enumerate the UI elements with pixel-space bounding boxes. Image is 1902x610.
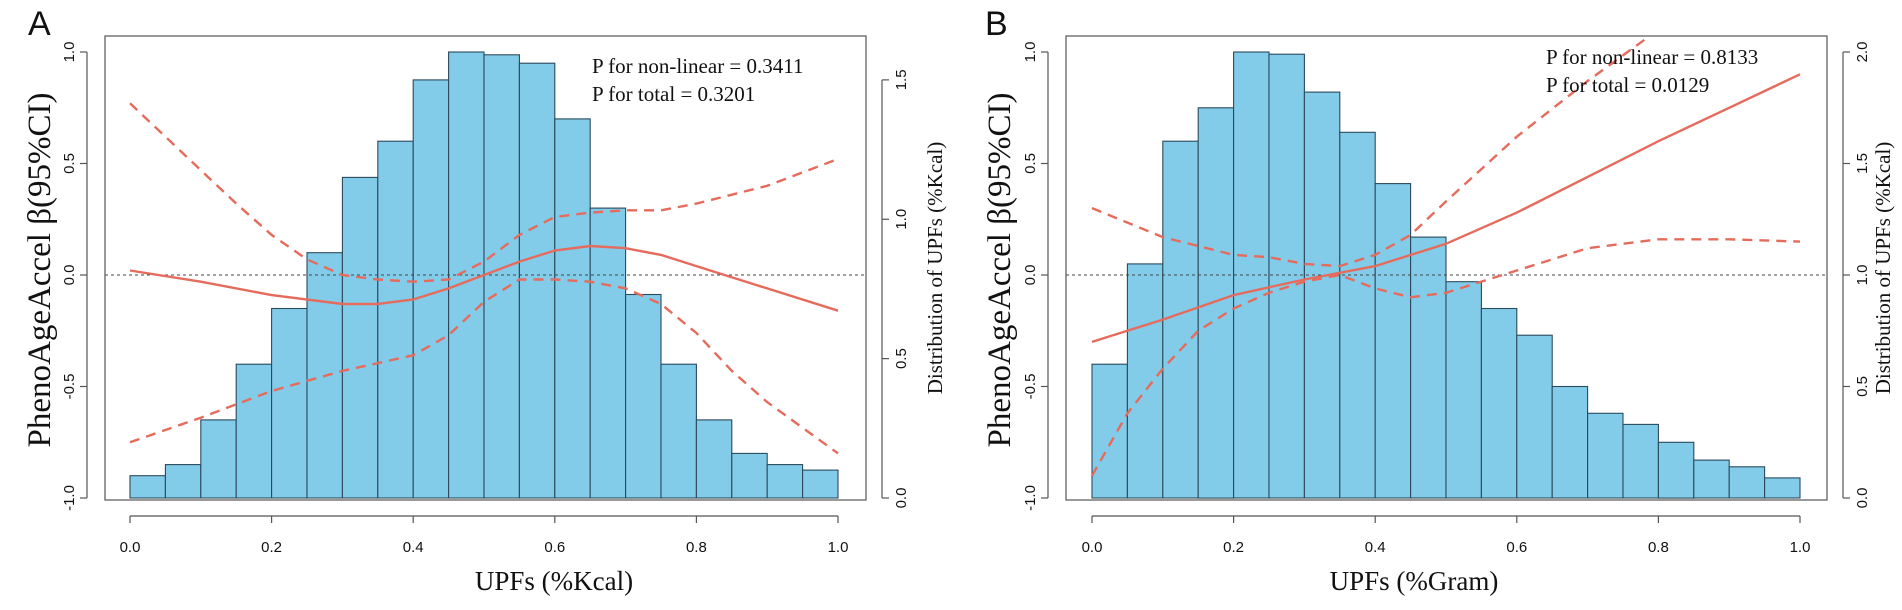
panel-a-y2-tick-label: 0.5 — [893, 348, 910, 369]
panel-a-histogram-bar — [164, 464, 202, 499]
panel-a-x-axis-label: UPFs (%Kcal) — [475, 566, 633, 596]
panel-b-histogram-bar — [1657, 441, 1695, 499]
panel-a-histogram-bar — [802, 469, 839, 499]
panel-b-histogram-bar — [1693, 459, 1730, 499]
panel-a-histogram-bar — [271, 307, 308, 499]
panel-b-histogram-bar — [1764, 477, 1801, 499]
panel-b-p-total: P for total = 0.0129 — [1546, 73, 1709, 97]
panel-b-x-tick-label: 0.2 — [1223, 539, 1244, 556]
panel-a-y-axis-label: PhenoAgeAccel β(95%CI) — [22, 93, 58, 448]
panel-b-y2-tick-label: 0.0 — [1854, 488, 1871, 509]
panel-b-histogram-bar — [1339, 131, 1376, 499]
panel-b-histogram-bar — [1516, 334, 1553, 499]
panel-a-y2-tick-label: 0.0 — [893, 488, 910, 509]
panel-a-y-tick-label: 1.0 — [61, 42, 78, 63]
panel-a-y2-tick-label: 1.0 — [893, 209, 910, 230]
panel-b-x-tick-label: 0.0 — [1082, 539, 1103, 556]
panel-a-histogram-bar — [554, 118, 591, 499]
panel-a-curve-estimate — [129, 244, 839, 312]
panel-a-histogram-bar — [412, 79, 450, 499]
panel-b-x-tick-label: 0.8 — [1648, 539, 1669, 556]
panel-b-y-tick-label: 0.5 — [1022, 153, 1039, 174]
panel-a-x-tick-label: 0.6 — [544, 539, 565, 556]
panel-a-y2-axis-label: Distribution of UPFs (%Kcal) — [923, 142, 947, 395]
panel-b-histogram-bar — [1268, 53, 1305, 499]
panel-a-histogram-bar — [235, 363, 273, 499]
panel-b-x-tick-label: 0.4 — [1365, 539, 1386, 556]
panel-b-y2-tick-label: 0.5 — [1854, 376, 1871, 397]
panel-a-histogram-bar — [660, 363, 697, 499]
panel-b-histogram-bar — [1622, 423, 1659, 499]
panel-a: A 0.0 0.2 0.4 0.6 0.8 1.0-1.0-0.50.00.51.00.0… — [22, 5, 947, 596]
panel-a-curve-lower-95-ci — [129, 278, 839, 455]
panel-a-p-nonlinear: P for non-linear = 0.3411 — [592, 54, 804, 78]
panel-b: B 0.0 0.2 0.4 0.6 0.8 1.0-1.0-0.50.00.51.00.0… — [982, 5, 1895, 596]
panel-b-y2-tick-label: 1.5 — [1854, 153, 1871, 174]
panel-a-x-tick-label: 0.2 — [261, 539, 282, 556]
panel-b-y-axis-label: PhenoAgeAccel β(95%CI) — [982, 93, 1018, 448]
panel-b-histogram-bar — [1410, 236, 1447, 499]
panel-b-p-nonlinear: P for non-linear = 0.8133 — [1546, 45, 1758, 69]
panel-b-y-tick-label: 1.0 — [1022, 42, 1039, 63]
panel-b-histogram-bar — [1587, 412, 1624, 499]
panel-b-y-tick-label: 0.0 — [1022, 265, 1039, 286]
panel-b-x-tick-label: 1.0 — [1790, 539, 1811, 556]
panel-b-plot: 0.0 0.2 0.4 0.6 0.8 1.0 -1.0 -0.5 0.0 0.5 1.0 0.0 0.… — [1022, 35, 1871, 556]
panel-a-plot-frame — [104, 35, 867, 501]
panel-b-y2-axis-label: Distribution of UPFs (%Kcal) — [1871, 142, 1895, 395]
panel-a-histogram-bar — [731, 452, 768, 499]
panel-a-histogram-bar — [377, 140, 414, 499]
panel-a-y-tick-label: -1.0 — [61, 485, 78, 511]
panel-b-y-tick-label: -0.5 — [1022, 374, 1039, 400]
panel-b-letter: B — [985, 5, 1008, 43]
panel-b-x-tick-label: 0.6 — [1506, 539, 1527, 556]
panel-a-y2-tick-label: 1.5 — [893, 69, 910, 90]
panel-a-histogram-bar — [695, 419, 733, 499]
panel-a-histogram-bar — [200, 419, 237, 499]
panel-a-histogram-bar — [129, 475, 166, 499]
panel-a-histogram-bar — [589, 207, 627, 499]
panel-b-curve-upper-95-ci — [1091, 36, 1652, 268]
panel-a-histogram-bar — [341, 176, 379, 499]
panel-b-histogram-bar — [1445, 281, 1482, 499]
panel-b-plot-frame — [1065, 35, 1828, 501]
panel-a-x-tick-label: 0.4 — [403, 539, 424, 556]
panel-b-y2-tick-label: 2.0 — [1854, 42, 1871, 63]
panel-b-histogram-bar — [1728, 466, 1766, 499]
panel-a-x-tick-label: 0.8 — [686, 539, 707, 556]
panel-b-curve-estimate — [1091, 73, 1801, 344]
panel-a-x-tick-label: 0.0 — [120, 539, 141, 556]
panel-b-histogram-bar — [1551, 385, 1589, 499]
panel-b-histogram-bar — [1233, 51, 1270, 499]
panel-a-letter: A — [28, 5, 51, 43]
panel-a-histogram-bar — [766, 464, 804, 499]
panel-b-curve-lower-95-ci — [1090, 238, 1801, 477]
panel-a-y-tick-label: 0.5 — [61, 153, 78, 174]
panel-a-x-tick-label: 1.0 — [828, 539, 849, 556]
panel-a-curve-upper-95-ci — [129, 102, 839, 283]
panel-b-histogram-bar — [1303, 91, 1341, 499]
panel-b-histogram-bar — [1091, 363, 1128, 499]
panel-b-histogram-bar — [1197, 107, 1235, 499]
panel-b-histogram-bar — [1374, 183, 1412, 499]
panel-a-y-tick-label: -0.5 — [61, 374, 78, 400]
panel-b-y2-tick-label: 1.0 — [1854, 265, 1871, 286]
panel-b-histogram-bar — [1162, 140, 1199, 499]
panel-a-p-total: P for total = 0.3201 — [592, 82, 755, 106]
panel-b-y-tick-label: -1.0 — [1022, 485, 1039, 511]
panel-a-plot: 0.0 0.2 0.4 0.6 0.8 1.0 -1.0 -0.5 0.0 0.5 1.0 0.0 0.… — [61, 35, 910, 556]
panel-a-y-tick-label: 0.0 — [61, 265, 78, 286]
panel-a-histogram-bar — [483, 54, 520, 499]
panel-a-histogram-bar — [625, 293, 662, 499]
panel-b-x-axis-label: UPFs (%Gram) — [1330, 566, 1499, 596]
panel-b-histogram-bar — [1126, 263, 1164, 499]
panel-b-histogram-bar — [1480, 307, 1518, 499]
